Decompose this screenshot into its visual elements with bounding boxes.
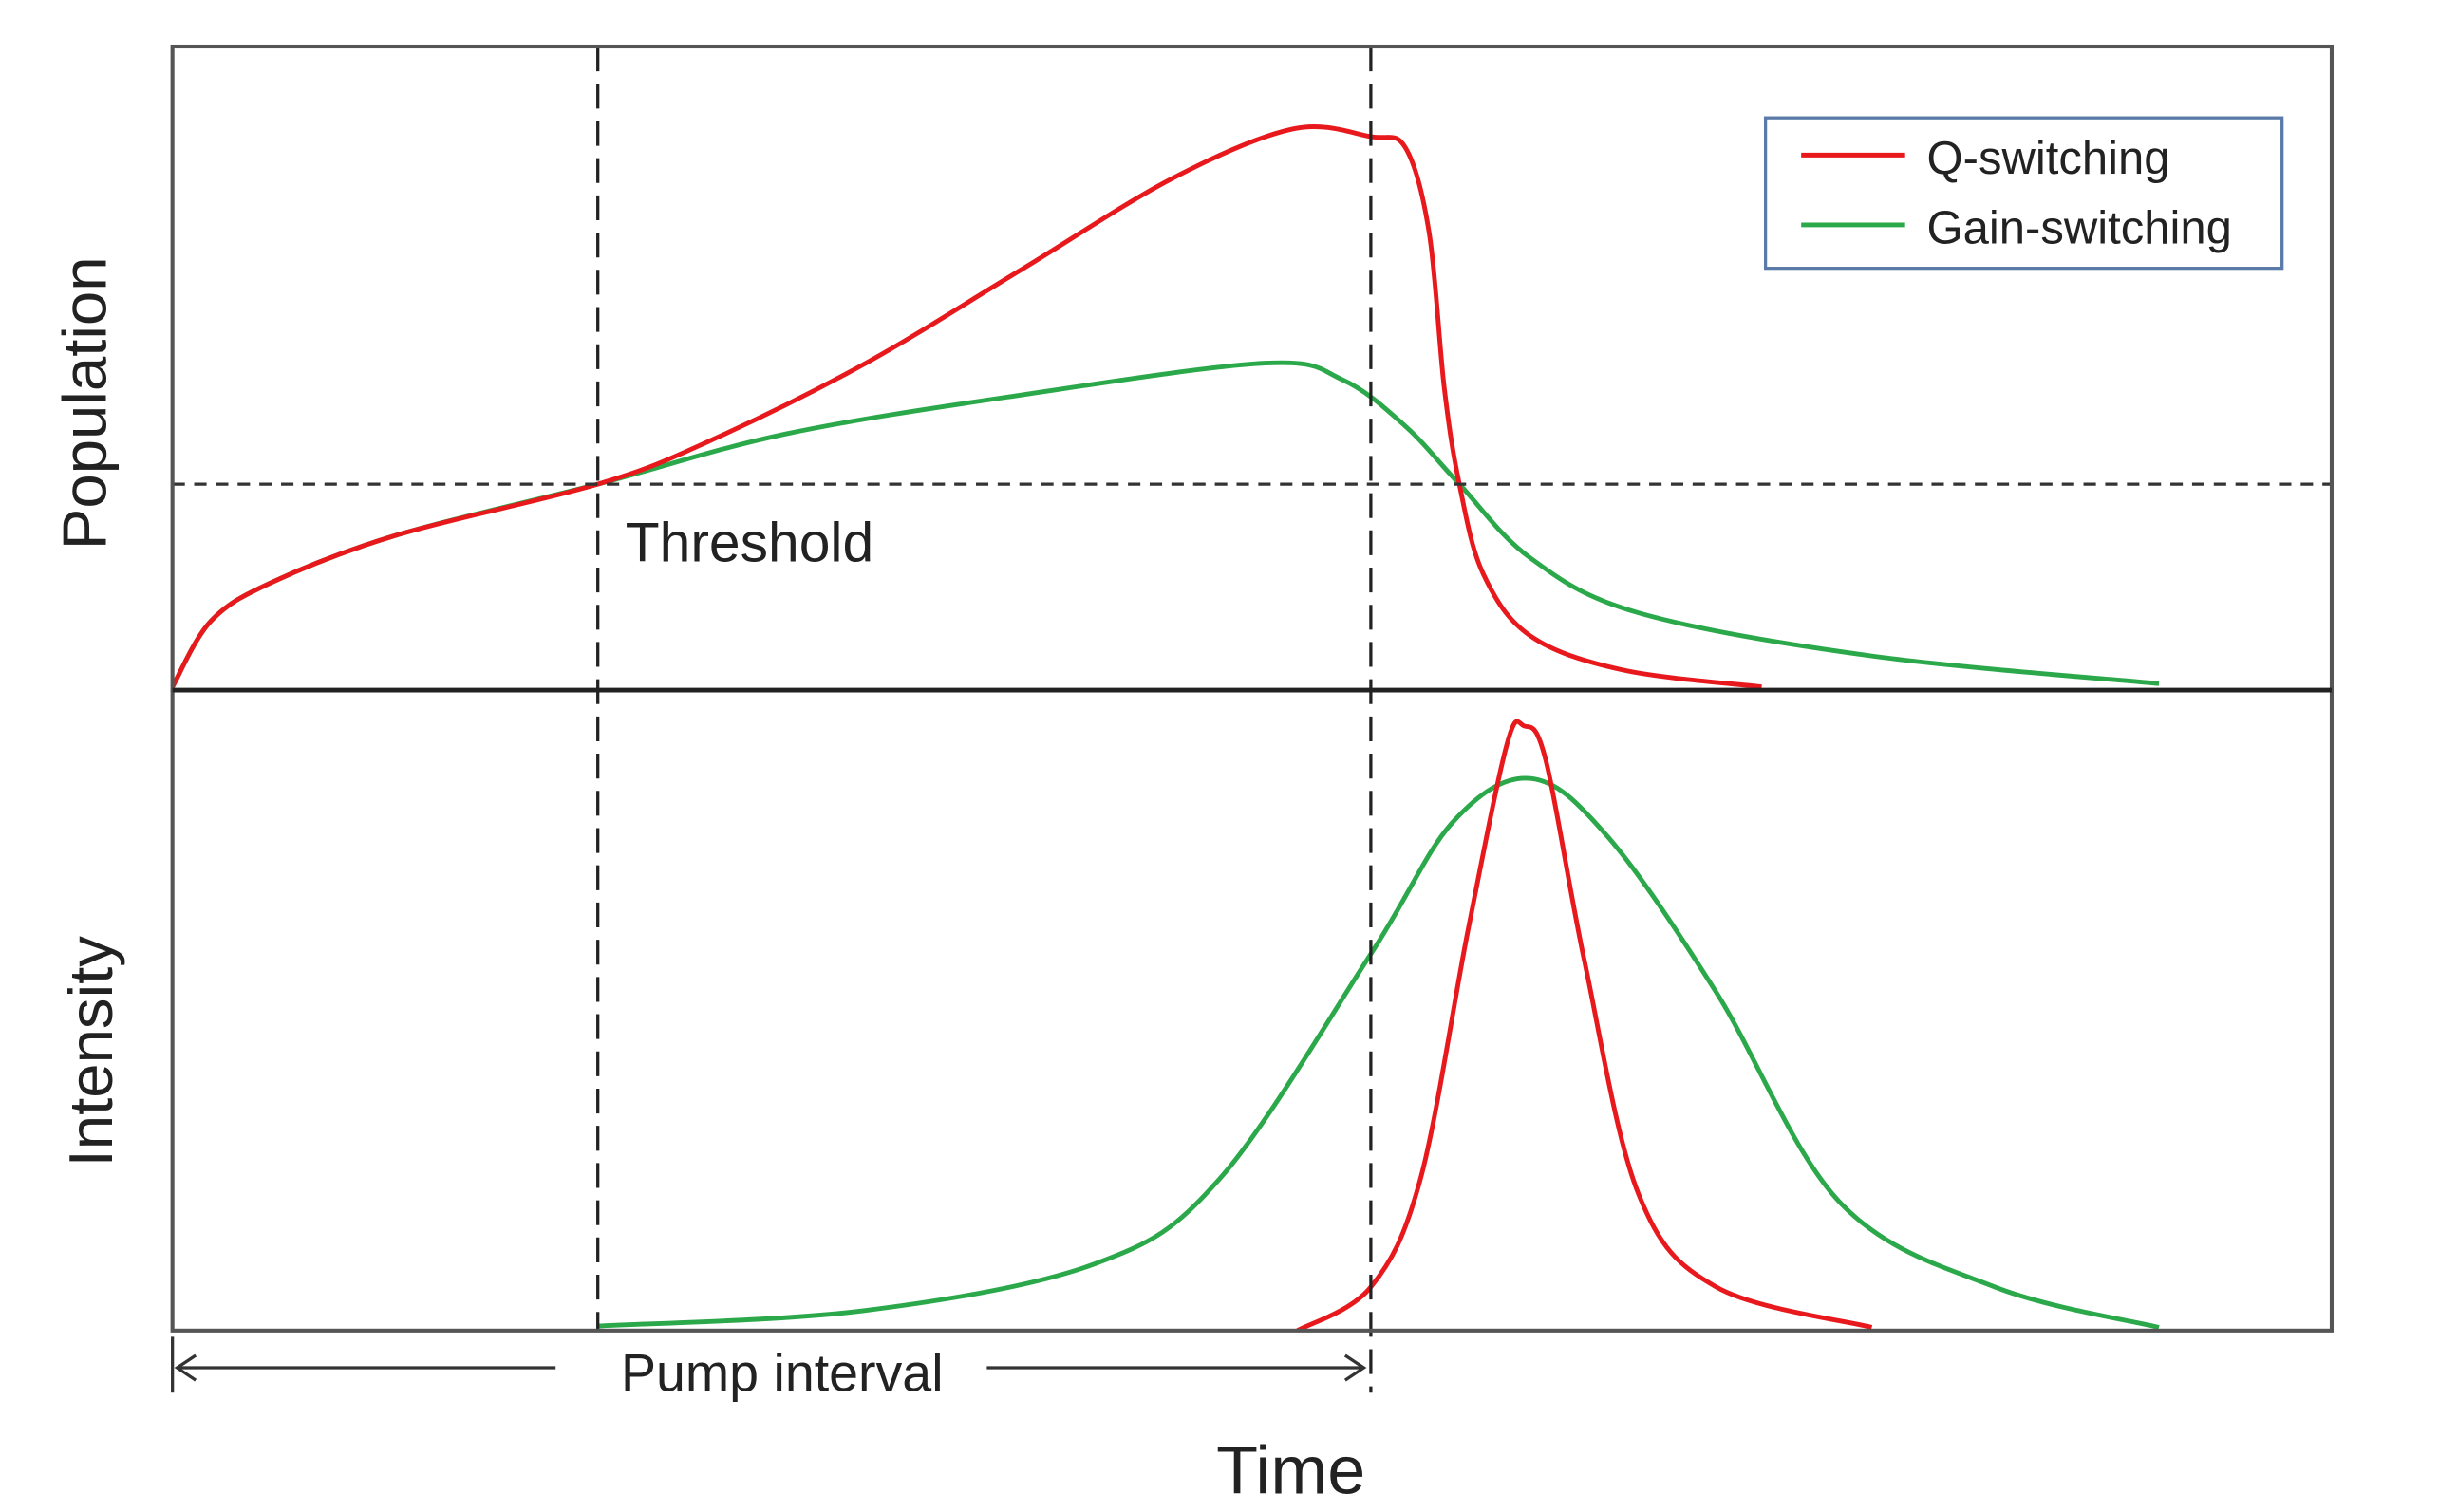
legend: Q-switching Gain-switching (1763, 116, 2284, 271)
y-axis-label-population: Population (49, 256, 119, 550)
x-axis-label: Time (1216, 1432, 1365, 1508)
bottom-panel-frame (170, 688, 2335, 1333)
legend-label-gain-switching: Gain-switching (1927, 203, 2232, 254)
intensity-gain-switching-line (597, 775, 2160, 1330)
pump-interval-annotation: Pump interval (171, 1336, 1367, 1403)
pump-interval-label: Pump interval (621, 1344, 944, 1403)
threshold-label: Threshold (626, 512, 873, 573)
y-axis-label-intensity: Intensity (56, 936, 125, 1167)
intensity-curves (597, 719, 2160, 1333)
population-q-switching-line (170, 124, 1762, 690)
intensity-q-switching-line (1296, 719, 1873, 1333)
population-curves (170, 124, 2160, 690)
legend-label-q-switching: Q-switching (1927, 133, 2170, 184)
population-gain-switching-line (170, 360, 2160, 688)
